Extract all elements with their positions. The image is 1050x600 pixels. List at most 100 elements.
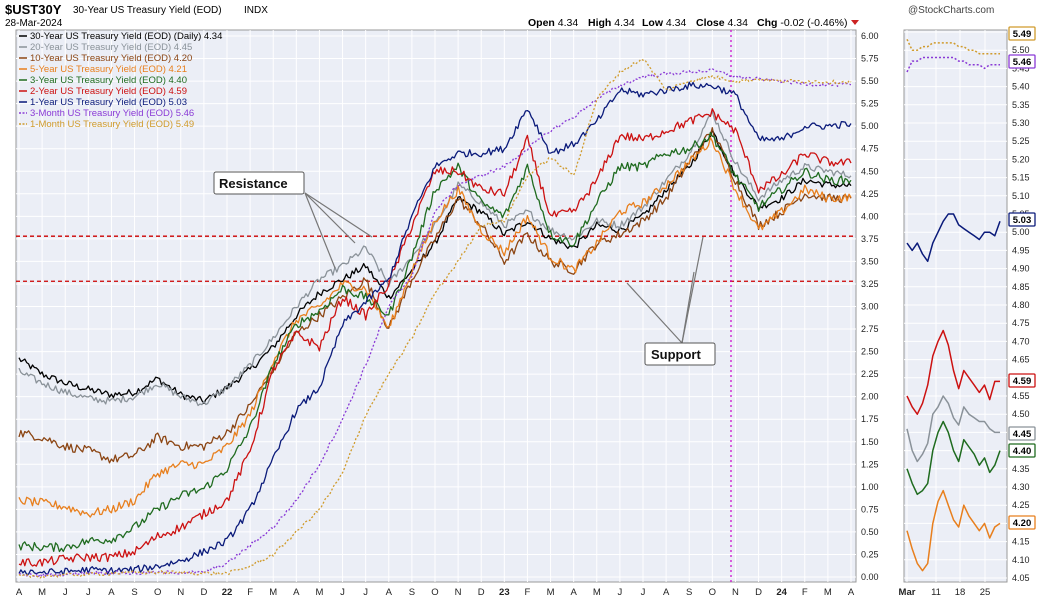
- zoom-y-tick-label: 5.50: [1012, 45, 1030, 55]
- x-tick-label: O: [709, 587, 716, 598]
- zoom-y-tick-label: 4.65: [1012, 355, 1030, 365]
- value-tag-label: 5.46: [1013, 57, 1032, 68]
- y-tick-label: 3.75: [861, 234, 879, 244]
- series-line: [18, 136, 852, 518]
- ohlc-item-value: 4.34: [666, 17, 687, 29]
- x-tick-label: M: [38, 587, 46, 598]
- series-line: [18, 58, 852, 579]
- y-tick-label: 1.25: [861, 459, 879, 469]
- x-tick-label: M: [824, 587, 832, 598]
- ohlc-item-label: Chg: [757, 17, 780, 29]
- y-tick-label: 4.75: [861, 144, 879, 154]
- x-tick-label: J: [63, 587, 68, 598]
- x-tick-label: O: [154, 587, 161, 598]
- y-tick-label: 0.75: [861, 504, 879, 514]
- x-tick-label: A: [663, 587, 670, 598]
- support-pointer: [626, 282, 683, 344]
- x-tick-label: A: [16, 587, 23, 598]
- value-tag-label: 5.49: [1013, 29, 1032, 40]
- y-tick-label: 4.00: [861, 211, 879, 221]
- y-tick-label: 0.25: [861, 549, 879, 559]
- value-tags: 5.49 5.46 5.03 4.59 4.45 4.40 4.20: [1008, 26, 1036, 530]
- y-tick-label: 1.00: [861, 482, 879, 492]
- legend: 30-Year US Treasury Yield (EOD) (Daily) …: [19, 31, 222, 130]
- resistance-label: Resistance: [219, 176, 288, 191]
- zoom-x-tick-label: 18: [955, 587, 966, 598]
- value-tag-label: 4.59: [1013, 376, 1032, 387]
- zoom-y-tick-label: 5.40: [1012, 82, 1030, 92]
- x-tick-label: 22: [222, 587, 233, 598]
- x-tick-label: D: [478, 587, 485, 598]
- y-tick-label: 5.75: [861, 54, 879, 64]
- zoom-series: [906, 38, 1001, 572]
- y-tick-label: 3.50: [861, 256, 879, 266]
- x-tick-label: M: [269, 587, 277, 598]
- zoom-y-tick-label: 4.90: [1012, 264, 1030, 274]
- x-tick-label: N: [455, 587, 462, 598]
- zoom-series-line: [906, 56, 1000, 73]
- resistance-box: [213, 171, 305, 195]
- legend-entry: 10-Year US Treasury Yield (EOD) 4.20: [30, 53, 192, 64]
- zoom-series-line: [906, 395, 1000, 463]
- y-tick-label: 1.50: [861, 437, 879, 447]
- series-line: [18, 131, 852, 553]
- x-tick-label: A: [848, 587, 855, 598]
- zoom-series-line: [906, 420, 1001, 496]
- legend-entry: 2-Year US Treasury Yield (EOD) 4.59: [30, 86, 187, 97]
- value-tag-box: [1008, 426, 1036, 441]
- y-tick-label: 0.50: [861, 527, 879, 537]
- resistance-pointer: [304, 192, 373, 238]
- x-tick-label: J: [618, 587, 623, 598]
- x-tick-label: J: [340, 587, 345, 598]
- ohlc-readout: Open 4.34 High 4.34 Low 4.34 Close 4.34 Chg …: [528, 17, 859, 29]
- ohlc-item-label: High: [588, 17, 614, 29]
- ohlc-item-label: Low: [642, 17, 666, 29]
- ohlc-item: High 4.34: [588, 17, 635, 29]
- y-tick-label: 0.00: [861, 572, 879, 582]
- y-tick-label: 5.25: [861, 99, 879, 109]
- x-tick-label: 24: [776, 587, 787, 598]
- series-line: [18, 108, 852, 567]
- ohlc-item-label: Close: [696, 17, 728, 29]
- x-tick-label: A: [570, 587, 577, 598]
- exchange-label: INDX: [244, 5, 268, 16]
- x-tick-label: F: [247, 587, 253, 598]
- zoom-y-axis: 4.05 4.10 4.15 4.20 4.25 4.30 4.35 4.40 4.45 4.50…: [1012, 27, 1030, 583]
- y-tick-label: 2.25: [861, 369, 879, 379]
- date-label: 28-Mar-2024: [5, 18, 63, 29]
- resistance-pointer: [304, 192, 356, 244]
- ohlc-item-label: Open: [528, 17, 558, 29]
- zoom-y-tick-label: 4.05: [1012, 573, 1030, 583]
- value-tag-box: [1008, 54, 1036, 69]
- y-tick-label: 5.00: [861, 121, 879, 131]
- main-x-axis: A M J J A S O N D 22 F M A M J J A S O N D 23 F M A M J J A S O N D 24 F M A: [16, 587, 855, 598]
- x-tick-label: O: [431, 587, 438, 598]
- value-tag-label: 4.45: [1013, 429, 1032, 440]
- legend-entry: 20-Year US Treasury Yield (EOD) 4.45: [30, 42, 192, 53]
- value-tag-box: [1008, 515, 1036, 530]
- symbol-label: $UST30Y: [5, 2, 62, 17]
- x-tick-label: A: [108, 587, 115, 598]
- x-tick-label: J: [641, 587, 646, 598]
- legend-entry: 5-Year US Treasury Yield (EOD) 4.21: [30, 64, 187, 75]
- main-y-axis: 0.00 0.25 0.50 0.75 1.00 1.25 1.50 1.75 2.00 2.25…: [861, 31, 879, 582]
- value-tag-box: [1008, 373, 1036, 388]
- zoom-y-tick-label: 4.30: [1012, 482, 1030, 492]
- main-series: [18, 58, 852, 579]
- y-tick-label: 2.00: [861, 392, 879, 402]
- y-tick-label: 3.25: [861, 279, 879, 289]
- x-tick-label: F: [802, 587, 808, 598]
- ohlc-item-value: 4.34: [728, 17, 749, 29]
- zoom-y-tick-label: 4.50: [1012, 409, 1030, 419]
- x-tick-label: J: [363, 587, 368, 598]
- zoom-y-tick-label: 4.10: [1012, 555, 1030, 565]
- zoom-x-tick-label: 11: [931, 587, 941, 598]
- y-tick-label: 5.50: [861, 76, 879, 86]
- support-pointer: [681, 236, 704, 344]
- ohlc-item: Open 4.34: [528, 17, 578, 29]
- x-tick-label: M: [547, 587, 555, 598]
- value-tag-label: 4.40: [1013, 446, 1032, 457]
- legend-entry: 30-Year US Treasury Yield (EOD) (Daily) …: [30, 31, 222, 42]
- zoom-y-tick-label: 4.55: [1012, 391, 1030, 401]
